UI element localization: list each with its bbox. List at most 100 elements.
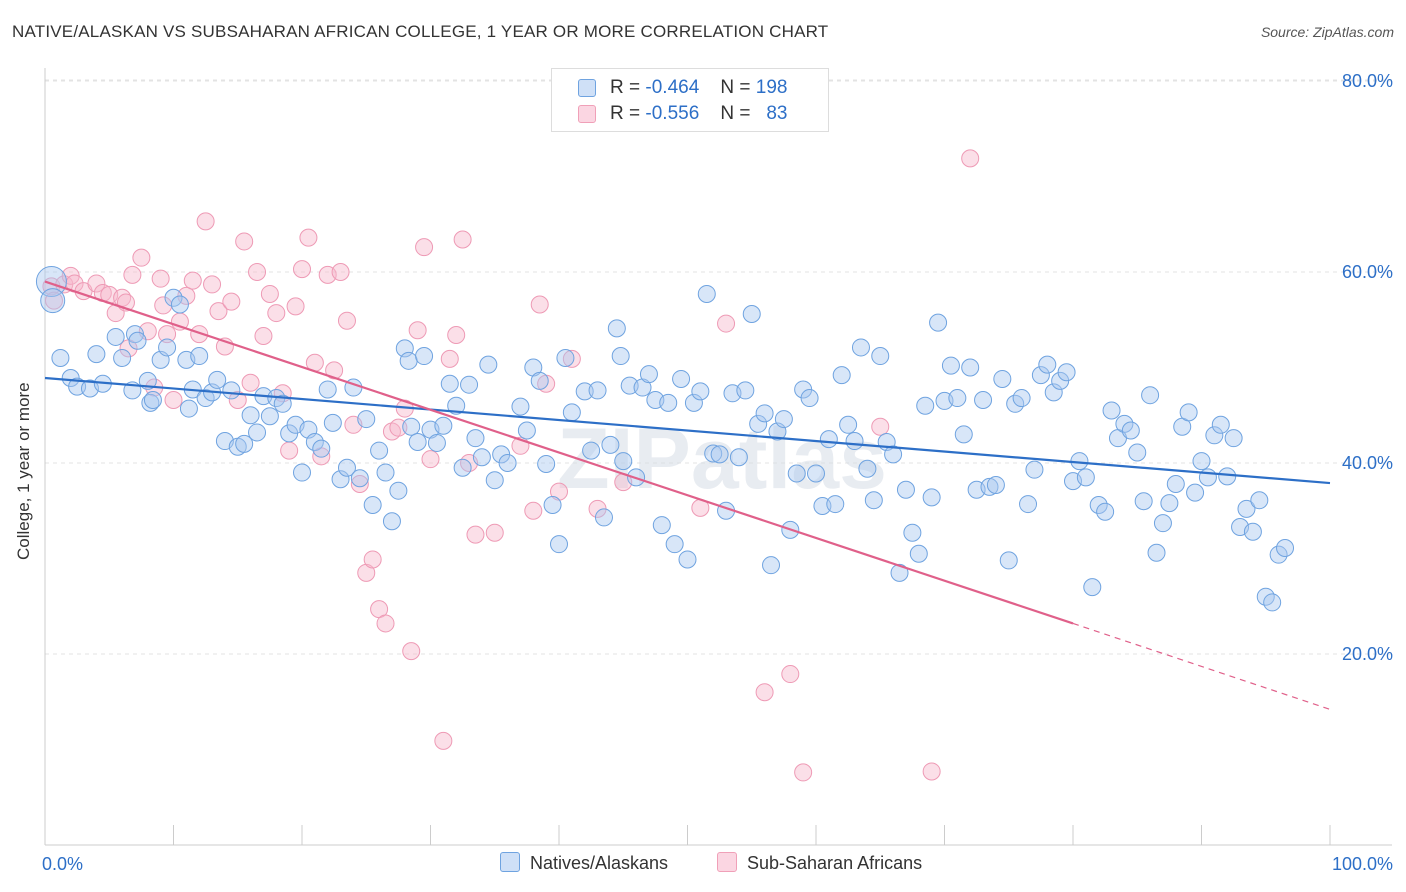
data-point-native bbox=[35, 266, 67, 298]
data-point-african bbox=[447, 326, 466, 345]
data-point-african bbox=[293, 260, 311, 279]
data-point-african bbox=[331, 263, 350, 281]
data-point-native bbox=[710, 445, 729, 464]
data-point-native bbox=[293, 463, 311, 482]
data-point-native bbox=[1134, 492, 1153, 511]
data-point-native bbox=[807, 464, 825, 483]
legend-swatch-african bbox=[717, 852, 737, 872]
data-point-native bbox=[408, 432, 427, 451]
data-point-native bbox=[1160, 494, 1179, 513]
data-point-native bbox=[1269, 545, 1288, 564]
data-point-native bbox=[222, 381, 241, 400]
data-point-native bbox=[993, 369, 1012, 388]
data-point-native bbox=[729, 448, 748, 467]
grid-lines bbox=[45, 79, 1392, 655]
data-point-native bbox=[440, 374, 459, 393]
data-point-native bbox=[1211, 415, 1230, 434]
tick-labels: 20.0% 40.0% 60.0% 80.0% 0.0% 100.0% bbox=[42, 71, 1393, 874]
data-point-african bbox=[922, 762, 941, 781]
data-point-native bbox=[774, 410, 793, 429]
series-natives-alaskans bbox=[35, 266, 1295, 612]
data-point-native bbox=[87, 345, 106, 364]
data-point-african bbox=[781, 665, 800, 684]
data-point-native bbox=[864, 491, 883, 510]
data-point-native bbox=[1141, 386, 1160, 405]
data-point-native bbox=[164, 288, 183, 307]
data-point-native bbox=[530, 371, 549, 390]
legend-n-value: 83 bbox=[766, 103, 788, 124]
data-point-native bbox=[479, 355, 498, 374]
data-point-african bbox=[158, 325, 177, 344]
data-point-native bbox=[537, 454, 556, 473]
data-point-native bbox=[389, 481, 408, 500]
data-point-native bbox=[678, 550, 697, 569]
data-point-native bbox=[826, 495, 845, 514]
data-point-native bbox=[652, 516, 671, 535]
data-point-native bbox=[954, 425, 973, 444]
data-point-native bbox=[498, 454, 517, 472]
data-point-african bbox=[151, 269, 170, 288]
data-point-native bbox=[1205, 426, 1224, 445]
data-point-native bbox=[974, 390, 993, 409]
x-tick-label: 0.0% bbox=[42, 854, 83, 874]
legend-swatch-african bbox=[578, 105, 596, 123]
y-tick-label: 60.0% bbox=[1342, 262, 1393, 282]
data-point-native bbox=[511, 397, 530, 416]
data-point-native bbox=[665, 535, 684, 554]
data-point-native bbox=[839, 415, 858, 434]
data-point-native bbox=[601, 435, 620, 454]
data-point-african bbox=[280, 441, 299, 460]
data-point-native bbox=[659, 393, 678, 412]
data-point-native bbox=[543, 496, 562, 515]
data-point-native bbox=[755, 404, 774, 423]
data-point-african bbox=[961, 149, 980, 168]
data-point-native bbox=[582, 441, 601, 460]
data-point-african bbox=[717, 314, 736, 333]
data-point-native bbox=[858, 459, 877, 478]
data-point-native bbox=[1218, 467, 1237, 486]
data-point-native bbox=[434, 416, 453, 435]
data-point-african bbox=[363, 550, 382, 569]
data-point-african bbox=[402, 642, 421, 661]
data-point-native bbox=[1031, 366, 1050, 385]
data-point-african bbox=[337, 311, 356, 330]
data-point-native bbox=[331, 470, 350, 489]
data-point-native bbox=[961, 358, 980, 377]
legend-n-label: N = bbox=[720, 103, 751, 124]
data-point-native bbox=[1083, 578, 1102, 597]
data-point-african bbox=[440, 349, 459, 368]
data-point-african bbox=[164, 390, 183, 409]
data-point-native bbox=[986, 475, 1005, 494]
data-point-native bbox=[787, 464, 806, 483]
data-point-native bbox=[1153, 514, 1172, 533]
data-point-african bbox=[755, 683, 774, 702]
data-point-native bbox=[922, 488, 941, 507]
data-point-african bbox=[222, 292, 241, 311]
data-point-african bbox=[415, 238, 434, 257]
legend-n-label: N = bbox=[720, 77, 751, 98]
data-point-native bbox=[382, 512, 401, 531]
data-point-african bbox=[241, 373, 260, 392]
data-point-african bbox=[350, 475, 369, 494]
data-point-native bbox=[453, 458, 472, 477]
data-point-african bbox=[190, 325, 209, 344]
data-point-native bbox=[941, 356, 960, 375]
axes bbox=[44, 68, 1392, 846]
data-point-native bbox=[684, 393, 703, 412]
data-point-native bbox=[363, 496, 382, 515]
data-point-african bbox=[466, 525, 485, 544]
trend-lines bbox=[44, 280, 1331, 710]
data-point-native bbox=[113, 348, 132, 367]
data-point-native bbox=[1089, 496, 1108, 515]
data-point-native bbox=[550, 535, 568, 554]
data-point-african bbox=[235, 232, 254, 251]
data-point-native bbox=[1044, 383, 1063, 402]
data-point-native bbox=[248, 423, 267, 442]
legend-r-value: -0.464 bbox=[645, 77, 700, 98]
data-point-native bbox=[208, 370, 227, 389]
y-tick-label: 80.0% bbox=[1342, 71, 1393, 91]
legend-r-value: -0.556 bbox=[645, 103, 700, 124]
data-point-native bbox=[575, 382, 594, 401]
data-point-african bbox=[209, 302, 228, 321]
